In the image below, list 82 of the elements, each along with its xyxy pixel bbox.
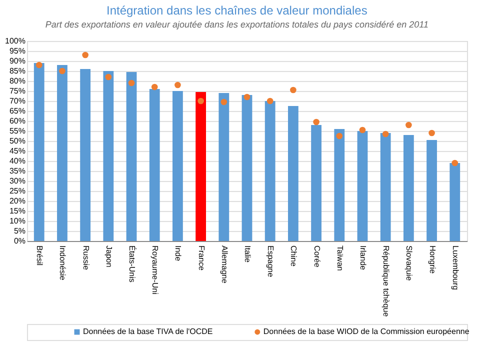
y-tick-label: 45% (9, 146, 26, 156)
point (59, 68, 66, 74)
y-tick-label: 35% (9, 166, 26, 176)
y-tick-label: 55% (9, 126, 26, 136)
x-tick-label: Brésil (35, 246, 44, 266)
y-tick-label: 20% (9, 196, 26, 206)
y-tick-label: 95% (9, 46, 26, 56)
y-tick-label: 0% (14, 236, 26, 246)
bar (126, 72, 137, 241)
point (452, 160, 458, 166)
point (359, 126, 366, 134)
x-tick-label: Irlande (358, 246, 368, 271)
x-tick-label: Slovaquie (404, 246, 414, 282)
x-tick-label: Japon (104, 246, 114, 268)
point (406, 122, 412, 128)
x-tick-label: Royaume-Uni (150, 246, 160, 295)
y-tick-label: 80% (9, 76, 26, 86)
bar (403, 135, 414, 241)
y-tick-label: 30% (9, 176, 26, 186)
legend-label: Données de la base TIVA de l'OCDE (83, 327, 213, 336)
bar (80, 69, 91, 241)
bar (149, 89, 160, 241)
y-tick-label: 50% (9, 136, 26, 146)
x-tick-label: États-Unis (128, 246, 137, 282)
x-tick-label: Italie (243, 246, 252, 263)
y-tick-label: 25% (9, 186, 26, 196)
point (290, 86, 296, 94)
x-tick-label: Chine (289, 246, 298, 267)
bar (450, 163, 460, 241)
bar (172, 91, 183, 241)
bar (334, 129, 345, 241)
point (266, 98, 274, 104)
x-tick-label: Inde (174, 246, 183, 262)
point (151, 84, 158, 90)
point (313, 118, 320, 126)
y-tick-label: 70% (9, 96, 26, 106)
y-tick-label: 40% (9, 156, 26, 166)
y-tick-label: 60% (9, 116, 26, 126)
legend-label: Données de la base WIOD de la Commission européenne (263, 327, 470, 336)
bar (57, 65, 68, 241)
bar (242, 95, 252, 241)
x-tick-label: Taïwan (335, 246, 344, 271)
x-tick-label: Luxembourg (450, 246, 460, 290)
point (382, 130, 389, 138)
bar (196, 92, 206, 241)
y-tick-label: 90% (9, 56, 26, 66)
x-tick-label: Russie (81, 246, 90, 271)
x-tick-label: Corée (312, 246, 322, 268)
bar (311, 125, 322, 241)
y-tick-label: 85% (9, 66, 26, 76)
y-tick-label: 65% (9, 106, 26, 116)
bar (380, 133, 391, 241)
bar (264, 101, 276, 241)
y-tick-label: 5% (14, 226, 26, 236)
bar (103, 71, 114, 241)
x-tick-label: Hongrie (428, 246, 437, 274)
point (128, 80, 135, 86)
bar (288, 106, 298, 241)
bar (218, 93, 230, 241)
point (220, 98, 228, 106)
bar (426, 140, 437, 241)
point (36, 62, 42, 68)
y-tick-label: 15% (9, 206, 26, 216)
x-tick-label: France (196, 246, 206, 271)
chart-title: Intégration dans les chaînes de valeur mondiales (106, 4, 368, 18)
x-tick-label: Allemagne (220, 246, 229, 284)
point (174, 82, 181, 88)
point (198, 98, 204, 104)
point (105, 74, 112, 80)
bar (357, 131, 368, 241)
y-tick-label: 10% (9, 216, 26, 226)
point (336, 132, 343, 140)
x-tick-label: République tchèque (382, 246, 391, 318)
point (82, 52, 88, 58)
y-tick-label: 75% (9, 86, 26, 96)
chart-subtitle: Part des exportations en valeur ajoutée dans les exportations totales du pays considéré en 2011 (45, 20, 428, 30)
y-tick-label: 100% (5, 36, 26, 46)
x-tick-label: Indonésie (58, 246, 68, 281)
bar (34, 63, 44, 241)
point (428, 130, 435, 136)
x-tick-label: Espagne (266, 246, 276, 278)
point (244, 94, 250, 100)
